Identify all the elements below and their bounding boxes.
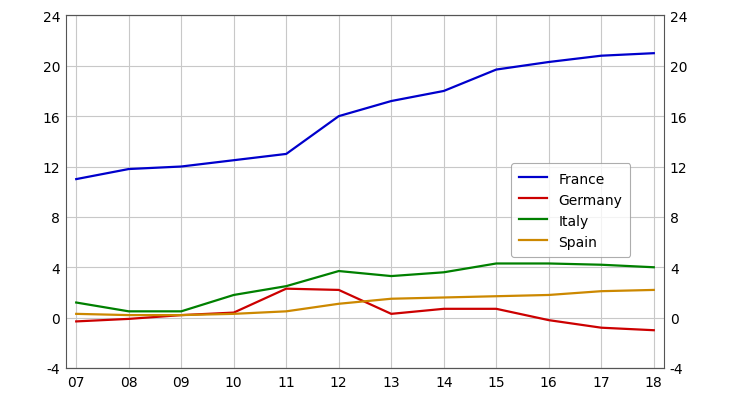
Spain (650, 288, 658, 293)
France (124, 167, 133, 172)
Germany (650, 328, 658, 333)
France (229, 158, 238, 163)
Spain (124, 313, 133, 318)
Legend: France, Germany, Italy, Spain: France, Germany, Italy, Spain (511, 164, 631, 257)
Spain (597, 289, 606, 294)
France (597, 54, 606, 59)
Germany (387, 312, 396, 317)
Italy (597, 263, 606, 267)
Italy (334, 269, 343, 274)
Line: France: France (76, 54, 654, 180)
Italy (492, 261, 501, 266)
Line: Spain: Spain (76, 290, 654, 315)
Spain (334, 301, 343, 306)
Line: Germany: Germany (76, 289, 654, 330)
Germany (124, 317, 133, 321)
Italy (124, 309, 133, 314)
Italy (387, 274, 396, 279)
Germany (282, 287, 291, 292)
Italy (650, 265, 658, 270)
France (492, 68, 501, 73)
Germany (72, 319, 80, 324)
France (72, 177, 80, 182)
France (439, 89, 448, 94)
Spain (177, 313, 185, 318)
Line: Italy: Italy (76, 264, 654, 312)
France (387, 99, 396, 104)
France (177, 165, 185, 170)
Italy (177, 309, 185, 314)
France (282, 152, 291, 157)
Spain (229, 312, 238, 317)
Spain (387, 297, 396, 301)
Germany (229, 310, 238, 315)
Italy (229, 293, 238, 298)
Germany (439, 307, 448, 312)
Spain (492, 294, 501, 299)
Germany (492, 307, 501, 312)
France (334, 115, 343, 119)
France (545, 61, 553, 65)
Italy (282, 284, 291, 289)
Italy (72, 300, 80, 305)
Germany (334, 288, 343, 293)
Italy (439, 270, 448, 275)
Spain (439, 295, 448, 300)
Spain (72, 312, 80, 317)
Spain (282, 309, 291, 314)
Italy (545, 261, 553, 266)
Spain (545, 293, 553, 298)
France (650, 52, 658, 56)
Germany (177, 313, 185, 318)
Germany (545, 318, 553, 323)
Germany (597, 326, 606, 330)
